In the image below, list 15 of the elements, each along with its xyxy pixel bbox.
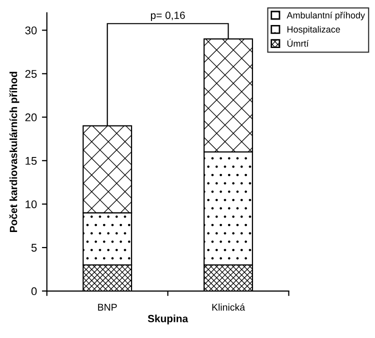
y-tick-label: 0 xyxy=(31,287,37,296)
y-tick-label: 15 xyxy=(26,157,37,165)
x-axis-title: Skupina xyxy=(148,314,188,324)
x-tick-label: BNP xyxy=(98,304,117,311)
y-axis-title: Počet kardiovaskulárních příhod xyxy=(9,72,20,232)
y-tick-label: 5 xyxy=(31,244,37,252)
y-tick-label: 10 xyxy=(26,200,37,208)
x-tick-label: Klinická xyxy=(212,303,246,311)
annotation: p= 0,16 xyxy=(150,12,185,22)
y-tick-label: 25 xyxy=(25,70,37,78)
legend-label: Hospitalizace xyxy=(287,26,340,34)
y-tick-label: 30 xyxy=(25,26,37,34)
legend-label: Ambulantní příhody xyxy=(286,12,365,20)
legend-label: Úmrtí xyxy=(287,38,309,47)
y-tick-label: 20 xyxy=(25,113,37,122)
